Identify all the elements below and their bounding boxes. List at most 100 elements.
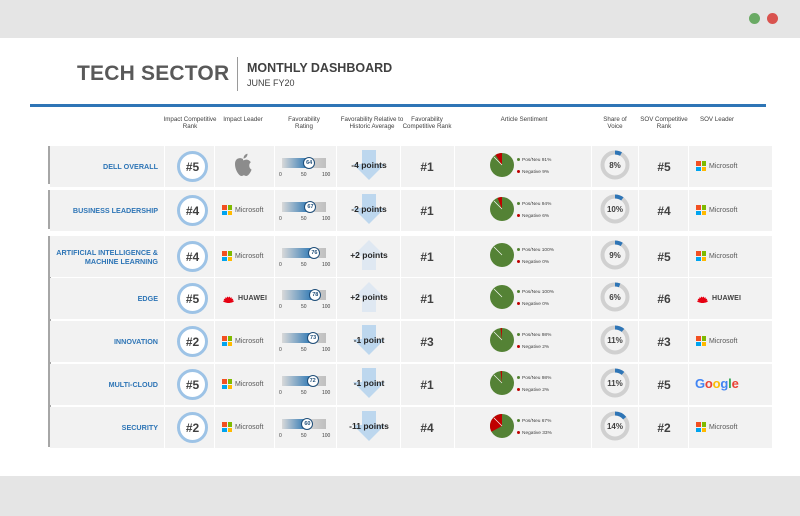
legend-pos: Pos/Neu 100% xyxy=(517,248,554,254)
column-divider xyxy=(591,146,592,187)
impact-rank-badge: #5 xyxy=(177,283,208,314)
title-divider xyxy=(237,57,238,91)
microsoft-icon xyxy=(696,161,706,171)
column-divider xyxy=(638,236,639,277)
share-of-voice-value: 8% xyxy=(609,160,621,170)
legend-pos: Pos/Neu 98% xyxy=(517,333,551,339)
legend-dot-neg xyxy=(517,170,520,174)
share-of-voice-donut xyxy=(600,282,630,312)
sentiment-legend: Pos/Neu 98% Negative 2% xyxy=(517,376,551,394)
sov-rank-value: #5 xyxy=(657,249,671,264)
row-label[interactable]: MULTI-CLOUD xyxy=(108,380,158,389)
column-divider xyxy=(164,146,165,187)
column-divider xyxy=(336,278,337,319)
legend-pos-label: Pos/Neu 91% xyxy=(522,158,552,163)
sov-leader: Microsoft xyxy=(696,251,737,261)
sentiment-pie xyxy=(490,327,514,352)
favorability-bar: 72 xyxy=(282,375,326,387)
column-divider xyxy=(454,321,455,362)
fav-relative-value: -1 point xyxy=(353,378,385,388)
sov-rank-value: #5 xyxy=(657,159,671,174)
col-impact-leader: Impact Leader xyxy=(223,116,263,123)
column-divider xyxy=(274,146,275,187)
col-impact-rank: Impact Competitive Rank xyxy=(163,116,217,130)
scale-tick: 100 xyxy=(322,347,331,353)
sentiment-pie xyxy=(490,243,514,267)
legend-dot-neg xyxy=(517,260,520,264)
share-of-voice-value: 9% xyxy=(609,250,621,260)
fav-relative-value: -2 points xyxy=(351,204,387,214)
column-divider xyxy=(400,236,401,277)
row-label[interactable]: INNOVATION xyxy=(113,337,158,346)
sentiment-legend: Pos/Neu 94% Negative 6% xyxy=(517,202,551,220)
impact-rank-badge: #5 xyxy=(177,369,208,400)
legend-neg: Negative 0% xyxy=(517,260,554,266)
leader-label: HUAWEI xyxy=(238,294,268,302)
close-button[interactable] xyxy=(767,13,778,24)
sov-leader: Google xyxy=(695,376,739,391)
column-divider xyxy=(454,146,455,187)
favorability-value: 64 xyxy=(303,157,316,169)
sov-rank-value: #4 xyxy=(657,203,671,218)
scale-tick: 50 xyxy=(301,172,307,178)
huawei-icon xyxy=(697,296,708,303)
column-divider xyxy=(336,146,337,187)
pie-slice-negative xyxy=(495,153,502,165)
microsoft-icon xyxy=(222,336,232,346)
share-of-voice-donut xyxy=(600,368,630,398)
fav-rank-value: #1 xyxy=(420,291,434,306)
column-divider xyxy=(591,278,592,319)
column-divider xyxy=(274,321,275,362)
column-divider xyxy=(214,278,215,319)
microsoft-icon xyxy=(696,205,706,215)
leader-label: HUAWEI xyxy=(712,294,742,302)
legend-pos: Pos/Neu 67% xyxy=(517,419,552,425)
scale-tick: 0 xyxy=(279,262,282,268)
legend-pos-label: Pos/Neu 100% xyxy=(522,290,554,295)
column-divider xyxy=(638,364,639,405)
scale-tick: 100 xyxy=(322,390,331,396)
impact-rank-badge: #2 xyxy=(177,412,208,443)
legend-dot-pos xyxy=(517,419,520,423)
scale-tick: 100 xyxy=(322,304,331,310)
scale-tick: 0 xyxy=(279,172,282,178)
column-divider xyxy=(164,278,165,319)
dashboard-row: INNOVATION #2 Microsoft 73 0 50 100 -1 point #3 P… xyxy=(50,321,772,362)
col-favorability: Favorability Rating xyxy=(288,116,320,130)
row-label[interactable]: DELL OVERALL xyxy=(103,162,158,171)
row-label[interactable]: BUSINESS LEADERSHIP xyxy=(72,206,158,215)
dashboard-page: TECH SECTOR MONTHLY DASHBOARD JUNE FY20 … xyxy=(0,38,800,476)
row-label[interactable]: SECURITY xyxy=(121,423,158,432)
column-divider xyxy=(214,190,215,231)
favorability-value: 72 xyxy=(306,375,319,387)
legend-dot-neg xyxy=(517,302,520,306)
column-divider xyxy=(454,278,455,319)
pie-leader-line xyxy=(493,246,503,256)
column-divider xyxy=(164,364,165,405)
col-sentiment: Article Sentiment xyxy=(500,116,548,123)
sov-leader: Microsoft xyxy=(696,422,737,432)
legend-neg-label: Negative 2% xyxy=(522,345,550,350)
legend-neg-label: Negative 9% xyxy=(522,170,550,175)
leader-label: Microsoft xyxy=(709,337,738,345)
legend-dot-pos xyxy=(517,333,520,337)
sentiment-pie xyxy=(490,285,514,309)
row-label[interactable]: EDGE xyxy=(137,294,158,303)
pie-leader-line xyxy=(493,156,503,166)
legend-dot-neg xyxy=(517,345,520,349)
sov-rank-value: #3 xyxy=(657,334,671,349)
scale-tick: 50 xyxy=(301,433,307,439)
maximize-button[interactable] xyxy=(749,13,760,24)
impact-leader xyxy=(233,153,253,177)
fav-rank-value: #3 xyxy=(420,334,434,349)
favorability-bar: 78 xyxy=(282,289,326,301)
column-divider xyxy=(336,321,337,362)
down-arrow-icon xyxy=(353,411,385,441)
share-of-voice-value: 11% xyxy=(607,378,623,388)
column-divider xyxy=(274,278,275,319)
column-divider xyxy=(400,364,401,405)
sentiment-legend: Pos/Neu 100% Negative 0% xyxy=(517,290,554,308)
legend-dot-pos xyxy=(517,290,520,294)
row-label[interactable]: ARTIFICIAL INTELLIGENCE & MACHINE LEARNI… xyxy=(56,247,158,266)
column-divider xyxy=(164,190,165,231)
